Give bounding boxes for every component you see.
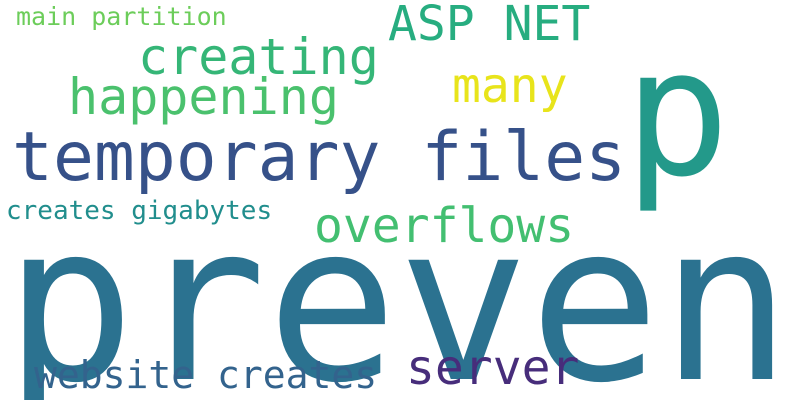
word-website-creates: website creates	[34, 353, 378, 397]
word-many: many	[452, 58, 568, 114]
word-creating: creating	[138, 28, 379, 86]
word-p: p	[624, 11, 730, 216]
word-temporary-files: temporary files	[12, 118, 627, 197]
word-main-partition: main partition	[16, 2, 227, 31]
word-prevent: prevent	[4, 178, 800, 400]
word-server: server	[406, 340, 580, 396]
word-creates-gigabytes: creates gigabytes	[6, 196, 273, 226]
word-happening: happening	[68, 68, 339, 126]
word-asp-net: ASP NET	[388, 0, 591, 52]
word-overflows: overflows	[314, 198, 575, 254]
